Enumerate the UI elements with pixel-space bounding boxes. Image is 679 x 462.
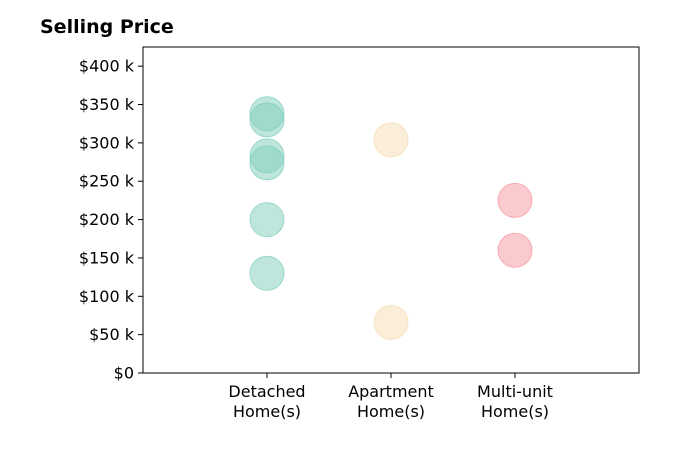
- data-point: [497, 182, 533, 218]
- data-point: [249, 255, 285, 291]
- data-point: [373, 304, 409, 340]
- y-tick-label: $150 k: [79, 248, 135, 267]
- data-point: [373, 122, 409, 158]
- x-axis: Detached Home(s) Apartment Home(s) Multi-uni…: [228, 373, 553, 421]
- data-point: [497, 232, 533, 268]
- y-tick-label: $100 k: [79, 287, 135, 306]
- y-tick-label: $0: [114, 364, 134, 383]
- y-tick-label: $50 k: [89, 325, 135, 344]
- data-point: [249, 102, 285, 138]
- y-tick-label: $250 k: [79, 172, 135, 191]
- data-point: [249, 145, 285, 181]
- x-tick-label: Apartment Home(s): [348, 382, 434, 421]
- y-tick-label: $300 k: [79, 133, 135, 152]
- points-layer: [249, 96, 533, 340]
- data-point: [249, 202, 285, 238]
- y-tick-label: $400 k: [79, 57, 135, 76]
- y-tick-label: $200 k: [79, 210, 135, 229]
- x-tick-label: Multi-unit Home(s): [477, 382, 553, 421]
- x-tick-label: Detached Home(s): [228, 382, 305, 421]
- y-tick-label: $350 k: [79, 95, 135, 114]
- chart-title: Selling Price: [40, 16, 174, 38]
- plot-frame: [142, 46, 640, 374]
- y-axis: $0 $50 k $100 k $150 k $200 k $250 k $300 k $35…: [79, 57, 143, 383]
